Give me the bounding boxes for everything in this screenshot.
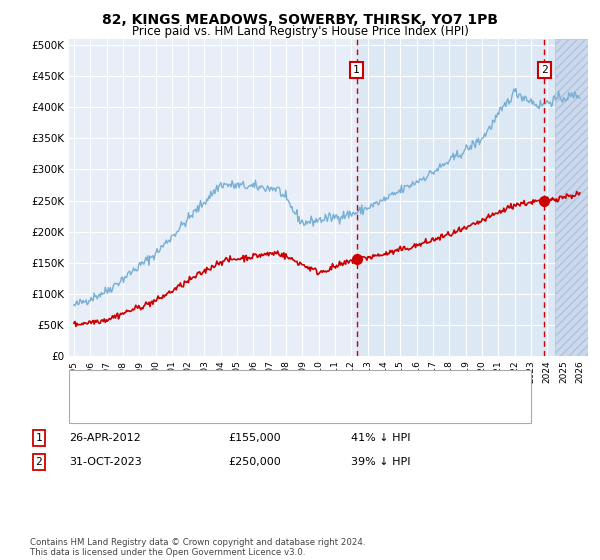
Text: 39% ↓ HPI: 39% ↓ HPI: [351, 457, 410, 467]
Text: HPI: Average price, detached house, North Yorkshire: HPI: Average price, detached house, Nort…: [102, 404, 362, 414]
Text: 1: 1: [353, 65, 360, 75]
Bar: [356, 39, 556, 356]
Text: —: —: [78, 400, 95, 418]
Bar: [556, 39, 588, 356]
Text: £250,000: £250,000: [228, 457, 281, 467]
Text: —: —: [78, 376, 95, 394]
Text: 31-OCT-2023: 31-OCT-2023: [69, 457, 142, 467]
Text: Contains HM Land Registry data © Crown copyright and database right 2024.
This d: Contains HM Land Registry data © Crown c…: [30, 538, 365, 557]
Text: 1: 1: [35, 433, 43, 443]
Text: 2: 2: [541, 65, 548, 75]
Text: 82, KINGS MEADOWS, SOWERBY, THIRSK, YO7 1PB (detached house): 82, KINGS MEADOWS, SOWERBY, THIRSK, YO7 …: [102, 380, 445, 390]
Text: Price paid vs. HM Land Registry's House Price Index (HPI): Price paid vs. HM Land Registry's House …: [131, 25, 469, 38]
Text: 82, KINGS MEADOWS, SOWERBY, THIRSK, YO7 1PB: 82, KINGS MEADOWS, SOWERBY, THIRSK, YO7 …: [102, 13, 498, 27]
Text: 2: 2: [35, 457, 43, 467]
Text: £155,000: £155,000: [228, 433, 281, 443]
Text: 41% ↓ HPI: 41% ↓ HPI: [351, 433, 410, 443]
Text: 26-APR-2012: 26-APR-2012: [69, 433, 141, 443]
